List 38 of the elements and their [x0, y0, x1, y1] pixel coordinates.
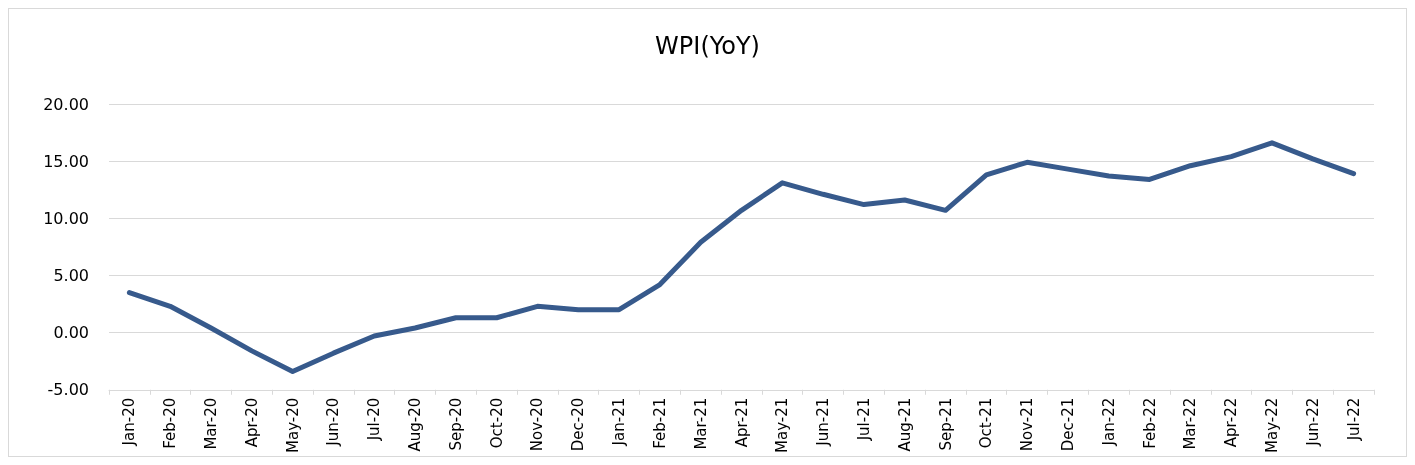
x-tick-label: Jul-21 — [854, 397, 873, 442]
x-tick-label: Jun-22 — [1303, 397, 1322, 447]
x-tick-label: Jan-21 — [610, 397, 629, 447]
x-tick-label: Feb-21 — [650, 397, 669, 449]
x-tick-label: Oct-21 — [977, 397, 996, 449]
x-tick-label: May-20 — [283, 397, 302, 453]
x-tick-label: Jun-20 — [324, 397, 343, 447]
x-tick-label: Feb-22 — [1140, 397, 1159, 449]
x-tick-label: Dec-20 — [569, 397, 588, 452]
x-tick-label: Apr-21 — [732, 397, 751, 448]
y-tick-label: 15.00 — [43, 151, 89, 171]
y-tick-label: 0.00 — [53, 323, 89, 343]
x-tick-label: Mar-21 — [691, 397, 710, 450]
x-tick-label: Sep-20 — [446, 397, 465, 451]
y-tick-label: 5.00 — [53, 265, 89, 285]
x-tick-label: Jul-22 — [1344, 397, 1363, 442]
x-tick-label: Aug-20 — [406, 397, 425, 452]
y-tick-label: 10.00 — [43, 208, 89, 228]
x-tick-label: Feb-20 — [161, 397, 180, 449]
x-tick-label: Jun-21 — [814, 397, 833, 447]
x-tick-label: Nov-21 — [1018, 397, 1037, 452]
x-tick-label: May-21 — [773, 397, 792, 453]
chart-title: WPI(YoY) — [655, 32, 760, 60]
x-tick-label: Apr-20 — [242, 397, 261, 448]
x-tick-label: Sep-21 — [936, 397, 955, 451]
x-tick-label: Oct-20 — [487, 397, 506, 449]
x-tick-label: Jul-20 — [365, 397, 384, 442]
y-tick-label: 20.00 — [43, 94, 89, 114]
x-tick-label: Nov-20 — [528, 397, 547, 452]
x-tick-label: Jan-20 — [120, 397, 139, 447]
x-tick-label: Apr-22 — [1222, 397, 1241, 448]
x-tick-label: Mar-22 — [1181, 397, 1200, 450]
x-tick-label: Aug-21 — [895, 397, 914, 452]
y-tick-label: -5.00 — [47, 380, 89, 400]
x-tick-label: Mar-20 — [202, 397, 221, 450]
x-tick-label: May-22 — [1262, 397, 1281, 453]
x-tick-label: Jan-22 — [1099, 397, 1118, 447]
x-tick-label: Dec-21 — [1058, 397, 1077, 452]
